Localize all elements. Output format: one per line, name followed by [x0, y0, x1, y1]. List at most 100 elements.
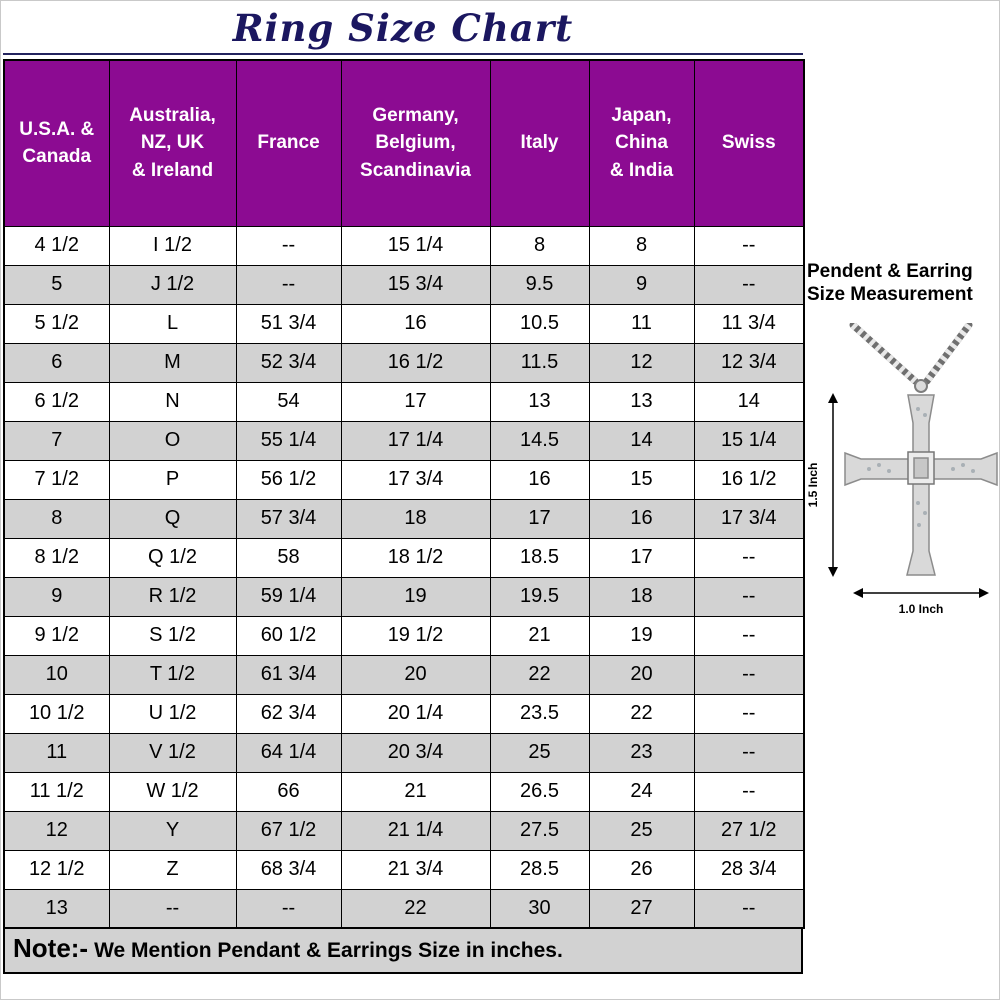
- table-cell: 11.5: [489, 342, 590, 383]
- table-row: 4 1/2 I 1/2 -- 15 1/4 8 8 --: [3, 225, 805, 266]
- table-cell: 11: [3, 732, 110, 773]
- height-measure-arrow: [828, 392, 838, 577]
- table-cell: 9: [588, 264, 695, 305]
- col-italy: Italy: [489, 59, 590, 227]
- table-row: 11 1/2 W 1/2 66 21 26.5 24 --: [3, 771, 805, 812]
- table-cell: M: [108, 342, 237, 383]
- table-cell: 60 1/2: [235, 615, 342, 656]
- table-cell: 23.5: [489, 693, 590, 734]
- table-cell: --: [235, 888, 342, 929]
- table-cell: 22: [489, 654, 590, 695]
- table-cell: 16: [340, 303, 491, 344]
- table-cell: T 1/2: [108, 654, 237, 695]
- table-cell: 13: [3, 888, 110, 929]
- table-row: 5 1/2 L 51 3/4 16 10.5 11 11 3/4: [3, 303, 805, 344]
- table-cell: I 1/2: [108, 225, 237, 266]
- table-cell: 8 1/2: [3, 537, 110, 578]
- table-row: 6 1/2 N 54 17 13 13 14: [3, 381, 805, 422]
- table-cell: 67 1/2: [235, 810, 342, 851]
- col-france: France: [235, 59, 342, 227]
- table-cell: Y: [108, 810, 237, 851]
- table-cell: --: [693, 771, 805, 812]
- table-row: 7 O 55 1/4 17 1/4 14.5 14 15 1/4: [3, 420, 805, 461]
- table-cell: 20: [588, 654, 695, 695]
- table-header: U.S.A. & Canada Australia, NZ, UK & Irel…: [3, 59, 805, 227]
- table-cell: Q: [108, 498, 237, 539]
- table-cell: 59 1/4: [235, 576, 342, 617]
- table-cell: 6 1/2: [3, 381, 110, 422]
- table-cell: 16 1/2: [693, 459, 805, 500]
- table-cell: --: [693, 264, 805, 305]
- table-cell: 18 1/2: [340, 537, 491, 578]
- col-swiss: Swiss: [693, 59, 805, 227]
- table-cell: --: [693, 576, 805, 617]
- table-cell: 18: [588, 576, 695, 617]
- table-row: 6 M 52 3/4 16 1/2 11.5 12 12 3/4: [3, 342, 805, 383]
- col-usa-canada: U.S.A. & Canada: [3, 59, 110, 227]
- table-cell: 55 1/4: [235, 420, 342, 461]
- note-prefix: Note:-: [13, 933, 89, 963]
- table-cell: 54: [235, 381, 342, 422]
- table-row: 8 Q 57 3/4 18 17 16 17 3/4: [3, 498, 805, 539]
- table-cell: 21: [340, 771, 491, 812]
- table-cell: 20 3/4: [340, 732, 491, 773]
- table-cell: 11 1/2: [3, 771, 110, 812]
- table-cell: 9 1/2: [3, 615, 110, 656]
- table-cell: 51 3/4: [235, 303, 342, 344]
- table-cell: 57 3/4: [235, 498, 342, 539]
- table-row: 7 1/2 P 56 1/2 17 3/4 16 15 16 1/2: [3, 459, 805, 500]
- table-cell: --: [693, 537, 805, 578]
- table-cell: 12: [588, 342, 695, 383]
- table-cell: 27 1/2: [693, 810, 805, 851]
- table-cell: 9.5: [489, 264, 590, 305]
- table-cell: 28 3/4: [693, 849, 805, 890]
- table-cell: 23: [588, 732, 695, 773]
- note-bar: Note:- We Mention Pendant & Earrings Size…: [3, 929, 803, 974]
- table-cell: 12 3/4: [693, 342, 805, 383]
- table-cell: --: [235, 225, 342, 266]
- table-cell: 27.5: [489, 810, 590, 851]
- table-cell: 20 1/4: [340, 693, 491, 734]
- table-cell: 13: [588, 381, 695, 422]
- table-cell: 17: [588, 537, 695, 578]
- col-germany-belgium-scandinavia: Germany, Belgium, Scandinavia: [340, 59, 491, 227]
- table-cell: Q 1/2: [108, 537, 237, 578]
- table-cell: 8: [588, 225, 695, 266]
- table-cell: 26: [588, 849, 695, 890]
- table-body: 4 1/2 I 1/2 -- 15 1/4 8 8 -- 5 J 1/2 -- 15 3/4 9.5 9…: [3, 225, 805, 929]
- table-row: 10 1/2 U 1/2 62 3/4 20 1/4 23.5 22 --: [3, 693, 805, 734]
- table-cell: 13: [489, 381, 590, 422]
- table-cell: 8: [3, 498, 110, 539]
- cross-pendant: [844, 393, 998, 576]
- table-cell: 20: [340, 654, 491, 695]
- table-cell: --: [693, 693, 805, 734]
- table-cell: 61 3/4: [235, 654, 342, 695]
- table-cell: 52 3/4: [235, 342, 342, 383]
- table-cell: W 1/2: [108, 771, 237, 812]
- table-cell: 16: [489, 459, 590, 500]
- table-cell: --: [235, 264, 342, 305]
- table-cell: S 1/2: [108, 615, 237, 656]
- table-cell: 17 3/4: [693, 498, 805, 539]
- table-cell: J 1/2: [108, 264, 237, 305]
- table-cell: 27: [588, 888, 695, 929]
- table-cell: 21: [489, 615, 590, 656]
- ring-size-chart: Ring Size Chart U.S.A. & Canada Australi…: [3, 3, 805, 974]
- necklace-chain: [849, 322, 973, 385]
- page-title: Ring Size Chart: [3, 3, 803, 55]
- table-cell: 17 3/4: [340, 459, 491, 500]
- table-cell: 4 1/2: [3, 225, 110, 266]
- table-cell: 21 1/4: [340, 810, 491, 851]
- table-cell: --: [693, 654, 805, 695]
- table-row: 10 T 1/2 61 3/4 20 22 20 --: [3, 654, 805, 695]
- table-row: 12 Y 67 1/2 21 1/4 27.5 25 27 1/2: [3, 810, 805, 851]
- table-cell: 17: [489, 498, 590, 539]
- table-cell: 22: [588, 693, 695, 734]
- table-cell: 19 1/2: [340, 615, 491, 656]
- table-cell: U 1/2: [108, 693, 237, 734]
- table-cell: 19.5: [489, 576, 590, 617]
- table-cell: 11: [588, 303, 695, 344]
- table-cell: 15 3/4: [340, 264, 491, 305]
